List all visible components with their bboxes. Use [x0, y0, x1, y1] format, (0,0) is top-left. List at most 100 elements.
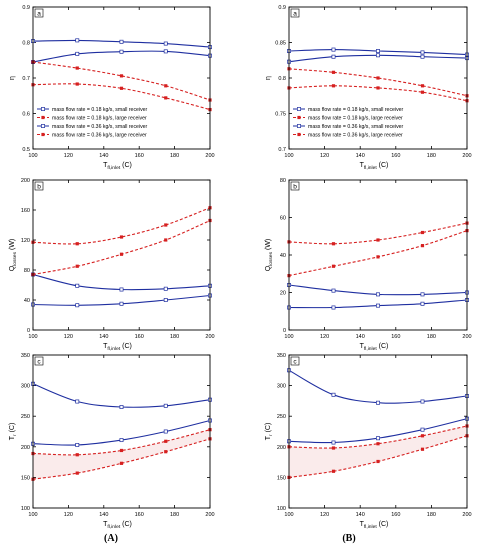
y-tick-label: 200: [21, 178, 30, 184]
x-tick-label: 200: [462, 334, 471, 340]
plot-frame: [288, 354, 468, 509]
data-point: [164, 223, 168, 227]
data-point: [376, 442, 380, 446]
legend-marker: [297, 124, 301, 128]
data-point: [331, 288, 336, 293]
panel-label-text: b: [293, 183, 297, 190]
panel-label: b: [290, 181, 300, 191]
panel-label-text: c: [293, 358, 297, 365]
data-point: [420, 434, 425, 438]
axis-title: Tfl,inlet (C): [360, 343, 389, 352]
legend-marker: [41, 115, 45, 120]
axis-title: Qlosses (W): [9, 239, 18, 272]
chart-panel-4: 100 120 140 160 180 200 0 20 40 60 80 b Tfl,inlet (C…: [265, 178, 472, 352]
y-tick-label: 0.7: [22, 76, 30, 82]
data-point: [420, 84, 425, 88]
axis-title: Qlosses (W): [265, 239, 274, 272]
x-tick-label: 120: [320, 512, 329, 518]
y-tick-label: 100: [21, 506, 30, 512]
y-tick-label: 80: [280, 178, 286, 184]
data-point: [75, 51, 80, 56]
legend-label: mass flow rate = 0.36 kg/s, small receiv…: [308, 124, 404, 130]
data-point: [75, 399, 80, 404]
plot-frame: [32, 354, 211, 509]
series-line-4: [288, 425, 468, 449]
axis-title: Tfl,inlet (C): [103, 521, 132, 530]
series-line-2: [32, 61, 211, 101]
data-point: [420, 427, 425, 432]
axis-title: Tfl,inlet (C): [103, 162, 132, 171]
series-line-1: [288, 369, 468, 404]
series-line-4: [288, 85, 468, 102]
x-tick-label: 120: [64, 512, 73, 518]
data-point: [331, 440, 336, 445]
data-point: [331, 305, 336, 310]
y-tick-label: 250: [277, 414, 286, 420]
legend-label: mass flow rate = 0.18 kg/s, small receiv…: [52, 107, 148, 113]
data-point: [163, 41, 168, 46]
data-point: [163, 298, 168, 302]
x-tick-label: 200: [205, 153, 214, 159]
panel-label: c: [34, 356, 44, 366]
data-point: [119, 86, 124, 90]
legend: mass flow rate = 0.18 kg/s, small receiv…: [37, 107, 148, 139]
data-point: [119, 438, 124, 443]
legend-marker: [297, 115, 301, 120]
data-point: [164, 84, 168, 88]
legend-marker: [297, 132, 301, 137]
x-tick-label: 160: [135, 334, 144, 340]
x-tick-label: 140: [99, 334, 108, 340]
y-tick-label: 300: [277, 384, 286, 390]
y-tick-label: 80: [24, 268, 30, 274]
y-tick-label: 40: [24, 298, 30, 304]
panel-label: a: [290, 8, 300, 18]
chart-panel-1: 100 120 140 160 180 200 0.5 0.6 0.7 0.8 0.9 a Tfl,in…: [9, 5, 215, 171]
legend-label: mass flow rate = 0.36 kg/s, large receiv…: [52, 133, 147, 139]
data-point: [331, 469, 336, 473]
series-line-2: [288, 230, 468, 277]
data-point: [376, 255, 380, 259]
y-tick-label: 150: [277, 475, 286, 481]
y-tick-label: 0.9: [278, 5, 286, 11]
x-tick-label: 200: [462, 512, 471, 518]
x-tick-label: 180: [427, 153, 436, 159]
legend-label: mass flow rate = 0.18 kg/s, large receiv…: [308, 116, 403, 122]
axis-title: η: [9, 76, 16, 80]
y-tick-label: 0.5: [22, 147, 30, 153]
series-line-4: [32, 83, 211, 111]
data-point: [75, 38, 80, 43]
data-point: [376, 238, 380, 242]
legend-label: mass flow rate = 0.36 kg/s, small receiv…: [52, 124, 148, 130]
data-point: [420, 292, 425, 297]
x-tick-label: 200: [462, 153, 471, 159]
data-point: [163, 403, 168, 408]
data-point: [163, 49, 168, 54]
y-tick-label: 100: [277, 506, 286, 512]
legend-label: mass flow rate = 0.18 kg/s, large receiv…: [52, 116, 147, 122]
shaded-band: [289, 426, 467, 478]
legend-label: mass flow rate = 0.18 kg/s, small receiv…: [308, 107, 404, 113]
data-point: [119, 252, 124, 256]
data-point: [420, 399, 425, 404]
axis-title: Tfl,inlet (C): [360, 162, 389, 171]
data-point: [376, 76, 380, 80]
panel-label-text: a: [293, 10, 297, 17]
panel-label-box: [34, 356, 44, 366]
panel-label-box: [34, 8, 44, 18]
data-point: [331, 70, 336, 74]
y-tick-label: 0.6: [22, 112, 30, 118]
x-tick-label: 140: [99, 153, 108, 159]
y-tick-label: 0.75: [275, 112, 286, 118]
x-tick-label: 120: [64, 334, 73, 340]
data-point: [331, 84, 336, 88]
x-tick-label: 160: [135, 153, 144, 159]
legend-label: mass flow rate = 0.36 kg/s, large receiv…: [308, 133, 403, 139]
x-tick-label: 160: [391, 153, 400, 159]
data-point: [75, 471, 79, 475]
data-point: [164, 439, 168, 443]
panel-label-box: [290, 181, 300, 191]
data-point: [331, 54, 336, 59]
data-point: [164, 238, 168, 242]
data-point: [376, 53, 380, 58]
data-point: [75, 283, 80, 288]
